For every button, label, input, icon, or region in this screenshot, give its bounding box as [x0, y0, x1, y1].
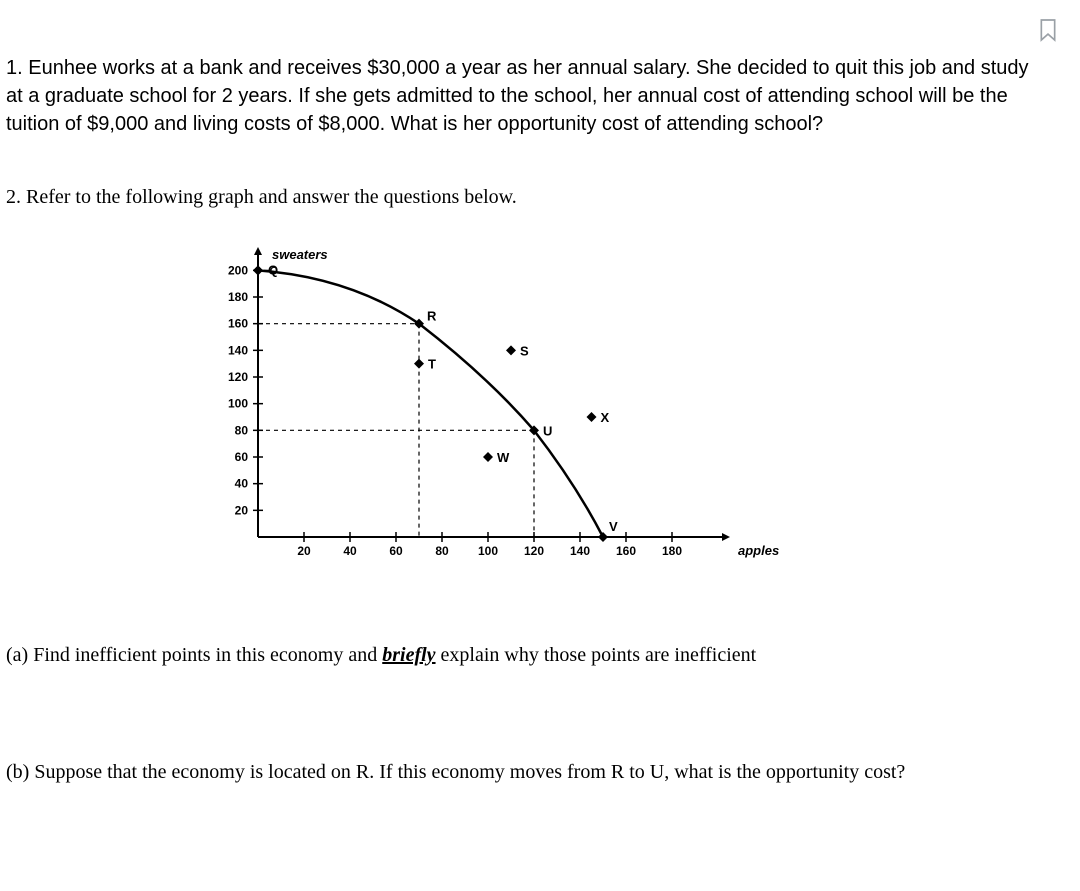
svg-text:140: 140	[228, 343, 248, 357]
svg-text:100: 100	[228, 397, 248, 411]
q2a-em: briefly	[382, 644, 435, 666]
svg-text:S: S	[520, 343, 529, 358]
svg-text:160: 160	[228, 317, 248, 331]
question-2-intro: 2. Refer to the following graph and answ…	[6, 186, 1040, 209]
svg-text:160: 160	[616, 544, 636, 558]
question-1: 1. Eunhee works at a bank and receives $…	[6, 54, 1040, 138]
svg-text:60: 60	[389, 544, 403, 558]
svg-text:sweaters: sweaters	[272, 247, 328, 262]
svg-text:20: 20	[235, 503, 249, 517]
document-body: 1. Eunhee works at a bank and receives $…	[6, 54, 1040, 786]
svg-text:180: 180	[228, 290, 248, 304]
question-2a: (a) Find inefficient points in this econ…	[6, 642, 1040, 669]
svg-text:40: 40	[343, 544, 357, 558]
question-2b: (b) Suppose that the economy is located …	[6, 759, 1040, 786]
svg-text:80: 80	[235, 423, 249, 437]
q2a-suffix: explain why those points are inefficient	[436, 644, 757, 666]
svg-text:W: W	[497, 450, 510, 465]
svg-text:120: 120	[228, 370, 248, 384]
svg-text:20: 20	[297, 544, 311, 558]
q2a-prefix: (a) Find inefficient points in this econ…	[6, 644, 382, 666]
svg-text:U: U	[543, 423, 552, 438]
ppf-chart: sweaters apples 20 40 60 80 100 120 140 160 180 200…	[206, 237, 1040, 582]
svg-text:100: 100	[478, 544, 498, 558]
svg-text:80: 80	[435, 544, 449, 558]
svg-text:V: V	[609, 519, 618, 534]
svg-text:T: T	[428, 357, 436, 372]
svg-text:200: 200	[228, 263, 248, 277]
bookmark-icon[interactable]	[1038, 18, 1058, 47]
svg-text:apples: apples	[738, 543, 779, 558]
svg-text:140: 140	[570, 544, 590, 558]
svg-text:40: 40	[235, 477, 249, 491]
svg-text:60: 60	[235, 450, 249, 464]
svg-text:R: R	[427, 309, 437, 324]
svg-text:120: 120	[524, 544, 544, 558]
svg-text:X: X	[601, 410, 610, 425]
svg-text:180: 180	[662, 544, 682, 558]
